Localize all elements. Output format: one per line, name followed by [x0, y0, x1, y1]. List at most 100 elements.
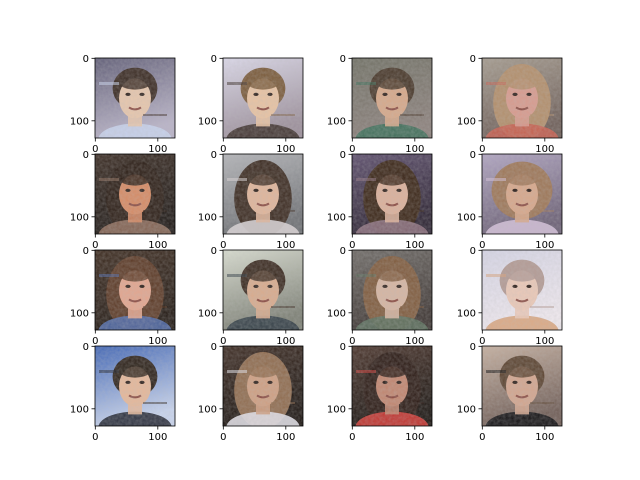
- image-panel: 0 0 100 100: [70, 54, 176, 155]
- y-tick-label: 0: [470, 342, 476, 353]
- x-tick-label: 0: [479, 336, 485, 347]
- y-tick-label: 0: [340, 342, 346, 353]
- face-image: [223, 154, 303, 234]
- face-image: [223, 58, 303, 138]
- x-tick-label: 100: [148, 432, 167, 443]
- axes-frame: [94, 57, 176, 139]
- x-tick-label: 0: [349, 144, 355, 155]
- face-image: [223, 250, 303, 330]
- y-tick-label: 100: [327, 212, 346, 223]
- axes-frame: [222, 57, 304, 139]
- x-tick-label: 0: [349, 336, 355, 347]
- y-tick-label: 100: [70, 116, 89, 127]
- axes-frame: [94, 345, 176, 427]
- face-image: [352, 250, 432, 330]
- x-tick-label: 100: [276, 432, 295, 443]
- y-tick-label: 0: [83, 54, 89, 65]
- y-tick-label: 0: [83, 246, 89, 257]
- image-panel: 0 0 100 100: [457, 54, 563, 155]
- y-tick-label: 0: [340, 246, 346, 257]
- axes-frame: [481, 57, 563, 139]
- axes-frame: [94, 249, 176, 331]
- image-panel: 0 0 100 100: [327, 246, 433, 347]
- x-tick-label: 0: [220, 240, 226, 251]
- axes-frame: [351, 153, 433, 235]
- x-tick-label: 100: [276, 336, 295, 347]
- x-tick-label: 0: [92, 336, 98, 347]
- x-tick-label: 0: [220, 336, 226, 347]
- x-tick-label: 100: [276, 240, 295, 251]
- x-tick-label: 100: [405, 240, 424, 251]
- face-image: [482, 58, 562, 138]
- face-image: [223, 346, 303, 426]
- axes-frame: [222, 249, 304, 331]
- axes-frame: [351, 249, 433, 331]
- x-tick-label: 0: [479, 144, 485, 155]
- y-tick-label: 0: [340, 150, 346, 161]
- axes-frame: [222, 153, 304, 235]
- face-image: [482, 250, 562, 330]
- y-tick-label: 100: [457, 404, 476, 415]
- y-tick-label: 100: [327, 308, 346, 319]
- x-tick-label: 100: [148, 144, 167, 155]
- y-tick-label: 100: [457, 116, 476, 127]
- y-tick-label: 100: [198, 404, 217, 415]
- image-panel: 0 0 100 100: [457, 342, 563, 443]
- image-panel: 0 0 100 100: [70, 150, 176, 251]
- face-image: [482, 346, 562, 426]
- y-tick-label: 100: [198, 116, 217, 127]
- axes-frame: [94, 153, 176, 235]
- y-tick-label: 0: [211, 246, 217, 257]
- x-tick-label: 100: [535, 336, 554, 347]
- x-tick-label: 0: [479, 432, 485, 443]
- x-tick-label: 0: [479, 240, 485, 251]
- y-tick-label: 0: [470, 150, 476, 161]
- x-tick-label: 100: [535, 144, 554, 155]
- image-panel: 0 0 100 100: [198, 150, 304, 251]
- image-panel: 0 0 100 100: [198, 54, 304, 155]
- y-tick-label: 100: [457, 212, 476, 223]
- y-tick-label: 0: [211, 150, 217, 161]
- image-panel: 0 0 100 100: [70, 246, 176, 347]
- image-panel: 0 0 100 100: [327, 54, 433, 155]
- x-tick-label: 0: [92, 144, 98, 155]
- x-tick-label: 100: [405, 144, 424, 155]
- y-tick-label: 100: [70, 212, 89, 223]
- axes-frame: [222, 345, 304, 427]
- y-tick-label: 100: [70, 308, 89, 319]
- image-panel: 0 0 100 100: [198, 246, 304, 347]
- face-image: [482, 154, 562, 234]
- x-tick-label: 100: [535, 240, 554, 251]
- x-tick-label: 0: [92, 240, 98, 251]
- x-tick-label: 0: [220, 144, 226, 155]
- y-tick-label: 0: [83, 342, 89, 353]
- y-tick-label: 100: [327, 116, 346, 127]
- x-tick-label: 100: [405, 432, 424, 443]
- face-image: [95, 346, 175, 426]
- panels-layer: 0010010000100100001001000010010000100100…: [70, 54, 563, 443]
- face-image: [352, 154, 432, 234]
- axes-frame: [481, 345, 563, 427]
- y-tick-label: 100: [70, 404, 89, 415]
- axes-frame: [481, 249, 563, 331]
- y-tick-label: 100: [198, 308, 217, 319]
- image-panel: 0 0 100 100: [457, 150, 563, 251]
- image-panel: 0 0 100 100: [327, 150, 433, 251]
- face-image: [95, 250, 175, 330]
- x-tick-label: 0: [92, 432, 98, 443]
- image-panel: 0 0 100 100: [327, 342, 433, 443]
- y-tick-label: 0: [470, 54, 476, 65]
- image-panel: 0 0 100 100: [70, 342, 176, 443]
- x-tick-label: 100: [405, 336, 424, 347]
- x-tick-label: 100: [535, 432, 554, 443]
- face-image: [352, 346, 432, 426]
- x-tick-label: 0: [220, 432, 226, 443]
- image-panel: 0 0 100 100: [457, 246, 563, 347]
- y-tick-label: 100: [198, 212, 217, 223]
- axes-frame: [351, 57, 433, 139]
- image-panel: 0 0 100 100: [198, 342, 304, 443]
- y-tick-label: 0: [211, 342, 217, 353]
- x-tick-label: 0: [349, 240, 355, 251]
- axes-frame: [351, 345, 433, 427]
